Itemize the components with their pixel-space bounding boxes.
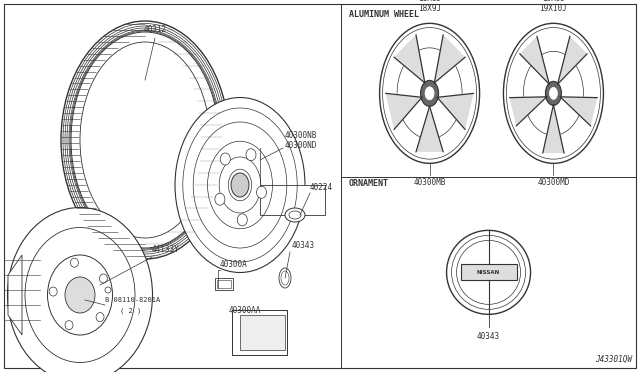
Bar (461, 264, 516, 280)
Bar (215, 278, 233, 290)
Polygon shape (394, 35, 425, 83)
Ellipse shape (8, 208, 152, 372)
Polygon shape (385, 93, 422, 129)
Ellipse shape (549, 87, 557, 99)
Text: ORNAMENT: ORNAMENT (349, 179, 389, 188)
Bar (260, 185, 325, 215)
Ellipse shape (285, 208, 305, 222)
Ellipse shape (99, 274, 108, 283)
Ellipse shape (425, 87, 434, 100)
Polygon shape (435, 35, 465, 83)
Text: 40300ND: 40300ND (285, 141, 317, 150)
Ellipse shape (257, 186, 266, 198)
Text: 44133Y: 44133Y (152, 245, 180, 254)
Ellipse shape (246, 149, 256, 161)
Text: 40343: 40343 (292, 241, 315, 250)
Ellipse shape (420, 80, 438, 106)
Ellipse shape (175, 97, 305, 273)
Text: 40300MB: 40300MB (413, 178, 446, 187)
Text: 40224: 40224 (310, 183, 333, 192)
Polygon shape (416, 106, 443, 152)
Polygon shape (543, 105, 564, 153)
Polygon shape (560, 97, 597, 126)
Polygon shape (520, 36, 549, 84)
Text: 40300MD: 40300MD (537, 178, 570, 187)
Polygon shape (8, 255, 22, 335)
Ellipse shape (237, 214, 247, 226)
Ellipse shape (80, 42, 210, 238)
Ellipse shape (231, 173, 249, 197)
Text: 19X9J: 19X9J (542, 0, 565, 3)
Text: 18X9J: 18X9J (418, 4, 441, 13)
Ellipse shape (70, 258, 78, 267)
Polygon shape (509, 97, 547, 126)
Polygon shape (557, 36, 587, 84)
Ellipse shape (71, 32, 219, 248)
Bar (217, 280, 231, 288)
Text: 18X8J: 18X8J (418, 0, 441, 3)
Text: ALUMINUM WHEEL: ALUMINUM WHEEL (349, 10, 419, 19)
Ellipse shape (215, 193, 225, 205)
Ellipse shape (47, 255, 113, 335)
Ellipse shape (504, 23, 604, 163)
Text: 40312: 40312 (143, 25, 166, 34)
Ellipse shape (220, 153, 230, 165)
Ellipse shape (279, 268, 291, 288)
Ellipse shape (25, 228, 135, 362)
Ellipse shape (49, 287, 57, 296)
Ellipse shape (380, 23, 479, 163)
Text: 40300AA: 40300AA (229, 306, 261, 315)
Bar (240, 315, 285, 350)
Polygon shape (437, 93, 474, 129)
Ellipse shape (65, 321, 73, 330)
Text: B 08110-8201A: B 08110-8201A (105, 297, 160, 303)
Ellipse shape (96, 312, 104, 321)
Bar (232, 310, 287, 355)
Text: J43301QW: J43301QW (595, 355, 632, 364)
Text: NISSAN: NISSAN (477, 270, 500, 275)
Text: ( 2 ): ( 2 ) (120, 307, 141, 314)
Text: 40343: 40343 (477, 332, 500, 341)
Text: 19X10J: 19X10J (540, 4, 567, 13)
Text: 40300A: 40300A (220, 260, 248, 269)
Text: 40300NB: 40300NB (285, 131, 317, 140)
Ellipse shape (65, 277, 95, 313)
Ellipse shape (545, 81, 561, 105)
